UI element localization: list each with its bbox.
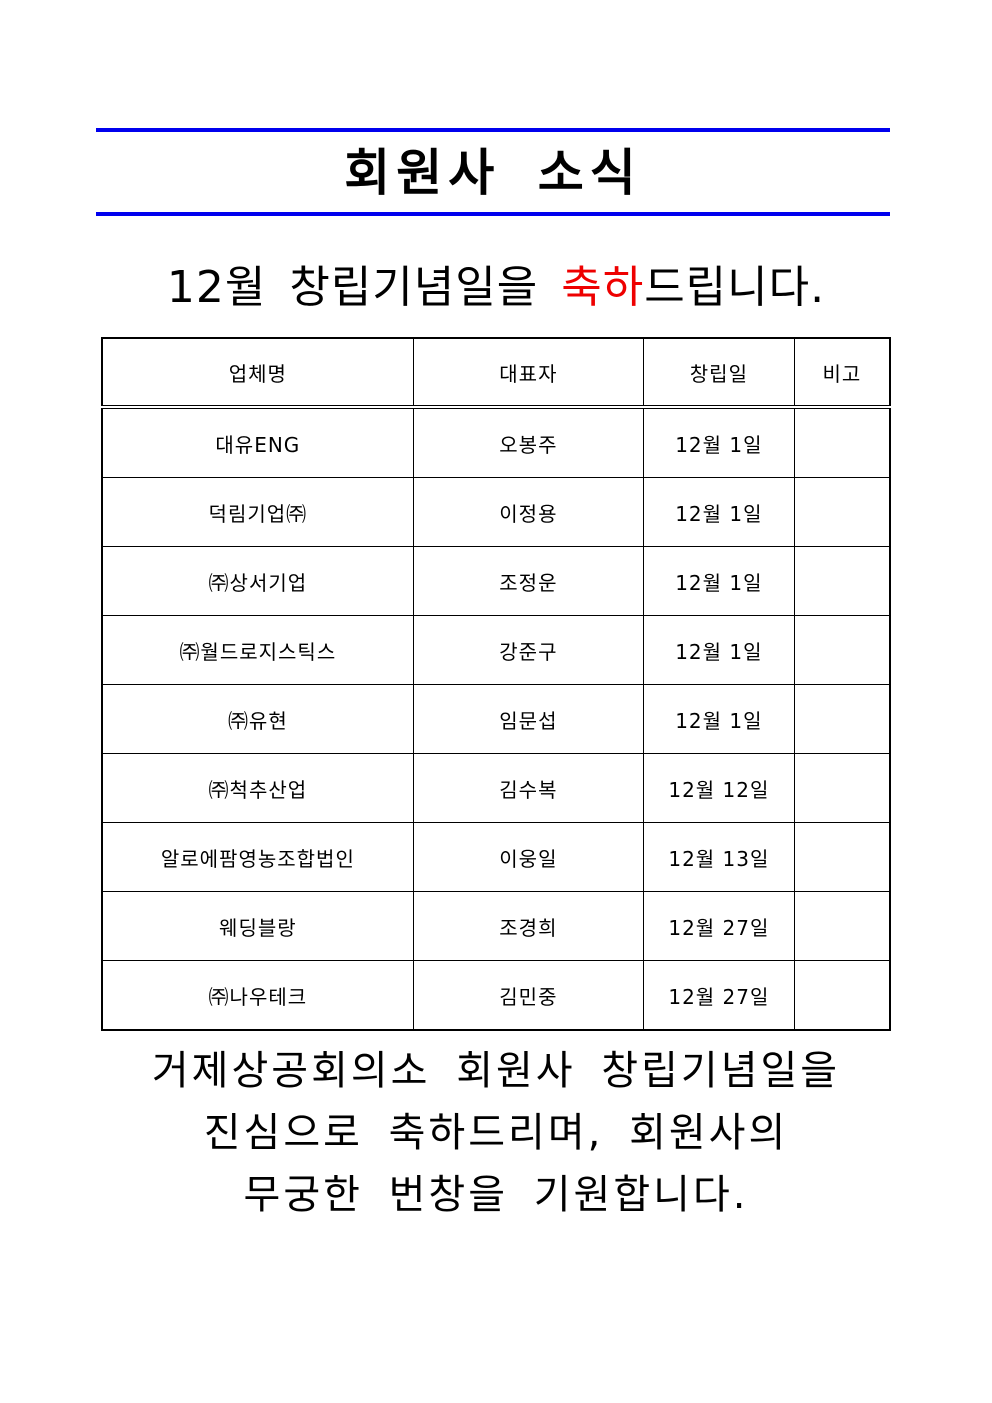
table-row: 알로에팜영농조합법인 이웅일 12월 13일 [101,822,891,892]
table-row: 대유ENG 오봉주 12월 1일 [101,406,891,478]
table-row: ㈜월드로지스틱스 강준구 12월 1일 [101,615,891,685]
subtitle-before: 12월 창립기념일을 [166,262,562,313]
company-cell: ㈜척추산업 [101,753,414,823]
top-rule [96,128,890,132]
company-cell: 대유ENG [101,406,414,478]
company-cell: ㈜월드로지스틱스 [101,615,414,685]
founding-date-cell: 12월 27일 [643,960,795,1031]
note-cell [793,477,891,547]
closing-line: 무궁한 번창을 기원합니다. [243,1172,749,1218]
company-cell: ㈜상서기업 [101,546,414,616]
column-header: 창립일 [643,337,795,409]
note-cell [793,546,891,616]
column-header: 비고 [793,337,891,409]
founding-date-cell: 12월 1일 [643,546,795,616]
table-header-row: 업체명 대표자 창립일 비고 [101,337,891,409]
note-cell [793,406,891,478]
company-cell: ㈜나우테크 [101,960,414,1031]
note-cell [793,615,891,685]
closing-line: 진심으로 축하드리며, 회원사의 [203,1110,789,1156]
note-cell [793,822,891,892]
company-cell: 덕림기업㈜ [101,477,414,547]
founding-date-cell: 12월 1일 [643,684,795,754]
subtitle: 12월 창립기념일을 축하드립니다. [60,258,932,318]
closing-message: 거제상공회의소 회원사 창립기념일을 진심으로 축하드리며, 회원사의 무궁한 … [60,1040,932,1226]
founding-date-cell: 12월 1일 [643,406,795,478]
table-row: 덕림기업㈜ 이정용 12월 1일 [101,477,891,547]
company-cell: ㈜유현 [101,684,414,754]
representative-cell: 조정운 [412,546,645,616]
note-cell [793,753,891,823]
founding-date-cell: 12월 12일 [643,753,795,823]
representative-cell: 강준구 [412,615,645,685]
table-row: ㈜상서기업 조정운 12월 1일 [101,546,891,616]
founding-date-cell: 12월 1일 [643,477,795,547]
representative-cell: 김수복 [412,753,645,823]
table-row: ㈜나우테크 김민중 12월 27일 [101,960,891,1031]
subtitle-highlight: 축하 [561,262,645,313]
founding-date-cell: 12월 27일 [643,891,795,961]
table-row: ㈜척추산업 김수복 12월 12일 [101,753,891,823]
column-header: 대표자 [412,337,645,409]
bottom-rule [96,212,890,216]
representative-cell: 오봉주 [412,406,645,478]
column-header: 업체명 [101,337,414,409]
representative-cell: 이웅일 [412,822,645,892]
founding-date-cell: 12월 13일 [643,822,795,892]
note-cell [793,684,891,754]
representative-cell: 임문섭 [412,684,645,754]
note-cell [793,960,891,1031]
representative-cell: 이정용 [412,477,645,547]
note-cell [793,891,891,961]
company-cell: 알로에팜영농조합법인 [101,822,414,892]
table-row: 웨딩블랑 조경희 12월 27일 [101,891,891,961]
anniversary-table: 업체명 대표자 창립일 비고 대유ENG 오봉주 12월 1일 덕림기업㈜ 이정용 12월… [101,337,891,1031]
founding-date-cell: 12월 1일 [643,615,795,685]
subtitle-after: 드립니다. [644,262,826,313]
closing-line: 거제상공회의소 회원사 창립기념일을 [151,1048,841,1094]
page-title: 회원사 소식 [344,144,642,202]
company-cell: 웨딩블랑 [101,891,414,961]
representative-cell: 조경희 [412,891,645,961]
representative-cell: 김민중 [412,960,645,1031]
table-row: ㈜유현 임문섭 12월 1일 [101,684,891,754]
